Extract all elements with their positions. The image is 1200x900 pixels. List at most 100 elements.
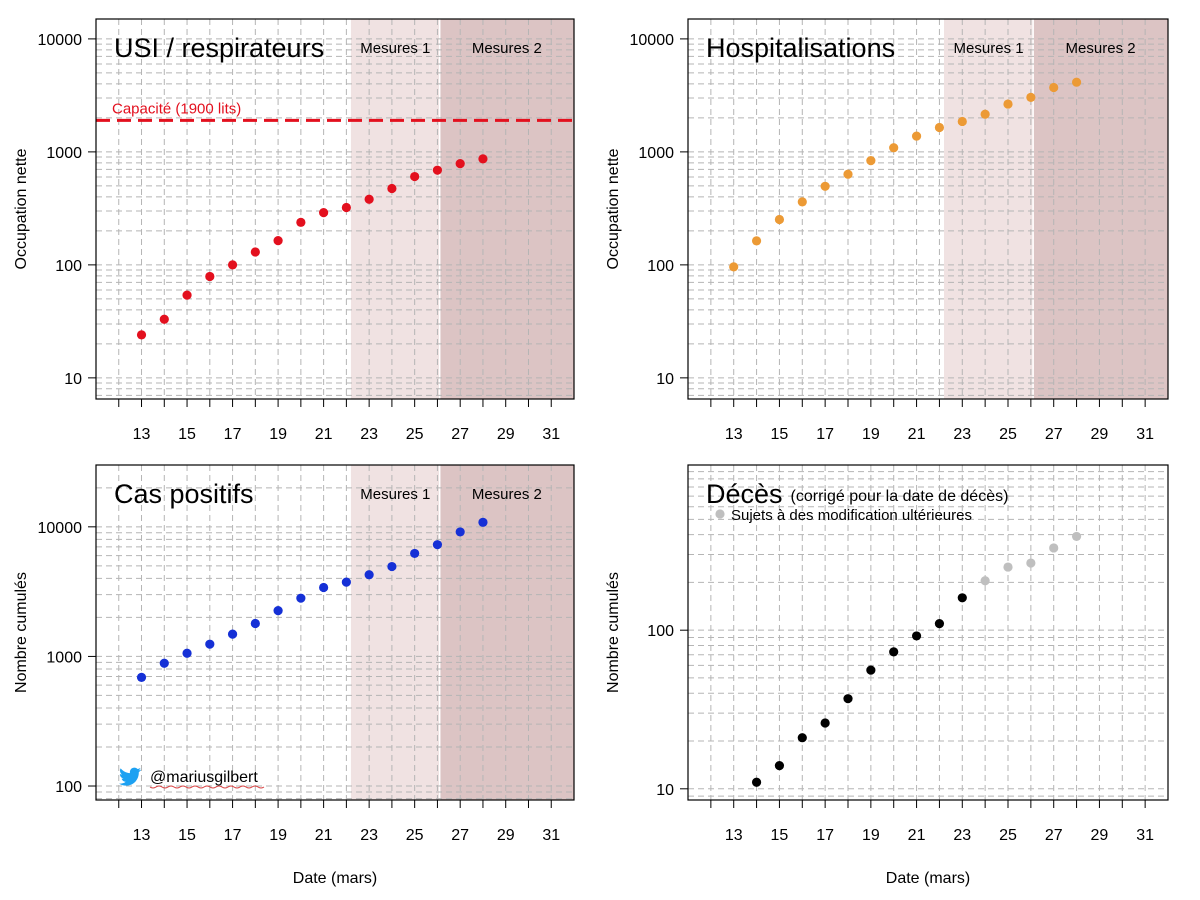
x-tick-label: 15: [178, 426, 196, 443]
data-point-main: [1071, 77, 1082, 87]
x-axis-title: Date (mars): [293, 870, 377, 887]
data-point-main: [1026, 92, 1036, 103]
period-band-1: [944, 19, 1034, 399]
data-point-main: [820, 181, 830, 191]
x-tick-label: 25: [999, 827, 1017, 844]
data-point-final: [797, 733, 807, 743]
x-tick-label: 31: [542, 426, 560, 443]
x-axis-title: Date (mars): [886, 870, 970, 887]
x-tick-label: 29: [1091, 827, 1109, 844]
data-point-main: [980, 109, 990, 119]
data-point-main: [911, 131, 922, 141]
period-band-1: [350, 19, 440, 399]
spellcheck-underline: [149, 785, 265, 789]
panel-title: Cas positifs: [114, 479, 254, 509]
data-point-main: [341, 577, 351, 587]
x-tick-label: 29: [497, 426, 515, 443]
plot-area: [96, 19, 574, 399]
data-point-provisional: [1049, 543, 1059, 553]
y-tick-label: 10000: [630, 32, 675, 49]
x-tick-label: 23: [953, 827, 971, 844]
data-point-main: [866, 156, 876, 166]
data-point-main: [843, 169, 853, 179]
x-tick-label: 17: [224, 827, 242, 844]
legend-marker: [715, 509, 725, 519]
y-tick-label: 100: [55, 779, 82, 796]
y-tick-label: 100: [55, 258, 82, 275]
data-point-main: [250, 247, 260, 257]
y-tick-label: 1000: [638, 145, 674, 162]
x-tick-label: 15: [771, 827, 789, 844]
period-label-2: Mesures 2: [1066, 40, 1136, 57]
period-label-1: Mesures 1: [954, 40, 1024, 57]
capacity-label: Capacité (1900 lits): [112, 100, 241, 117]
data-point-main: [319, 582, 329, 593]
y-axis-title: Nombre cumulés: [605, 572, 622, 693]
data-point-main: [227, 629, 238, 639]
plot-area: [688, 19, 1168, 399]
plot-frame: [687, 464, 1169, 801]
data-point-main: [797, 197, 807, 207]
x-tick-label: 15: [771, 426, 789, 443]
data-point-main: [478, 154, 488, 164]
data-point-main: [136, 330, 147, 340]
data-point-final: [820, 718, 830, 728]
y-axis-title: Occupation nette: [13, 148, 30, 269]
data-point-main: [205, 639, 215, 649]
data-point-final: [911, 631, 922, 641]
data-point-main: [455, 159, 465, 169]
data-point-main: [250, 618, 260, 629]
x-tick-label: 23: [360, 827, 378, 844]
data-point-main: [957, 116, 967, 127]
x-tick-label: 19: [269, 827, 287, 844]
data-point-main: [364, 194, 374, 204]
data-point-main: [1049, 82, 1059, 93]
x-tick-label: 17: [816, 827, 834, 844]
twitter-bird-icon: [119, 767, 142, 786]
y-tick-label: 10000: [38, 32, 83, 49]
data-point-main: [205, 271, 215, 282]
data-point-main: [889, 143, 899, 153]
data-point-main: [410, 171, 420, 182]
x-tick-label: 25: [406, 426, 424, 443]
y-tick-label: 1000: [46, 649, 82, 666]
period-label-1: Mesures 1: [360, 486, 430, 503]
plot-frame: [95, 464, 575, 801]
panel-title: USI / respirateurs: [114, 33, 324, 63]
legend-label: Sujets à des modification ultérieures: [731, 507, 972, 524]
x-tick-label: 19: [269, 426, 287, 443]
panel-title: Décès: [706, 479, 783, 509]
data-point-main: [159, 658, 169, 668]
x-tick-label: 21: [315, 827, 333, 844]
data-point-provisional: [980, 576, 990, 586]
data-point-main: [182, 648, 192, 658]
data-point-main: [364, 570, 374, 580]
data-point-main: [774, 214, 785, 225]
data-point-final: [889, 647, 899, 657]
x-tick-label: 13: [133, 426, 151, 443]
data-point-main: [296, 593, 306, 603]
x-tick-label: 13: [725, 827, 743, 844]
period-label-2: Mesures 2: [472, 40, 542, 57]
data-point-main: [934, 122, 945, 133]
panel-cas: 13 15 17 19 21 23 25 27 29 31 100 1000 10000 Nombre c…: [13, 464, 575, 887]
plot-area: [688, 465, 1168, 800]
y-tick-label: 10000: [38, 520, 83, 537]
x-tick-label: 13: [725, 426, 743, 443]
y-tick-label: 100: [647, 258, 674, 275]
data-point-main: [455, 527, 465, 537]
data-point-main: [729, 262, 739, 272]
data-point-main: [387, 183, 397, 194]
data-point-main: [273, 606, 283, 616]
period-band-1: [350, 465, 440, 800]
data-point-main: [478, 517, 488, 527]
data-point-final: [957, 593, 967, 603]
y-tick-label: 100: [647, 623, 674, 640]
x-tick-label: 29: [497, 827, 515, 844]
panel-deces: 13 15 17 19 21 23 25 27 29 31 10 100 Nombre cumulés D…: [605, 464, 1169, 887]
data-point-main: [182, 290, 192, 300]
data-point-main: [319, 208, 329, 218]
x-tick-label: 19: [862, 827, 880, 844]
data-point-main: [432, 540, 443, 550]
x-tick-label: 15: [178, 827, 196, 844]
